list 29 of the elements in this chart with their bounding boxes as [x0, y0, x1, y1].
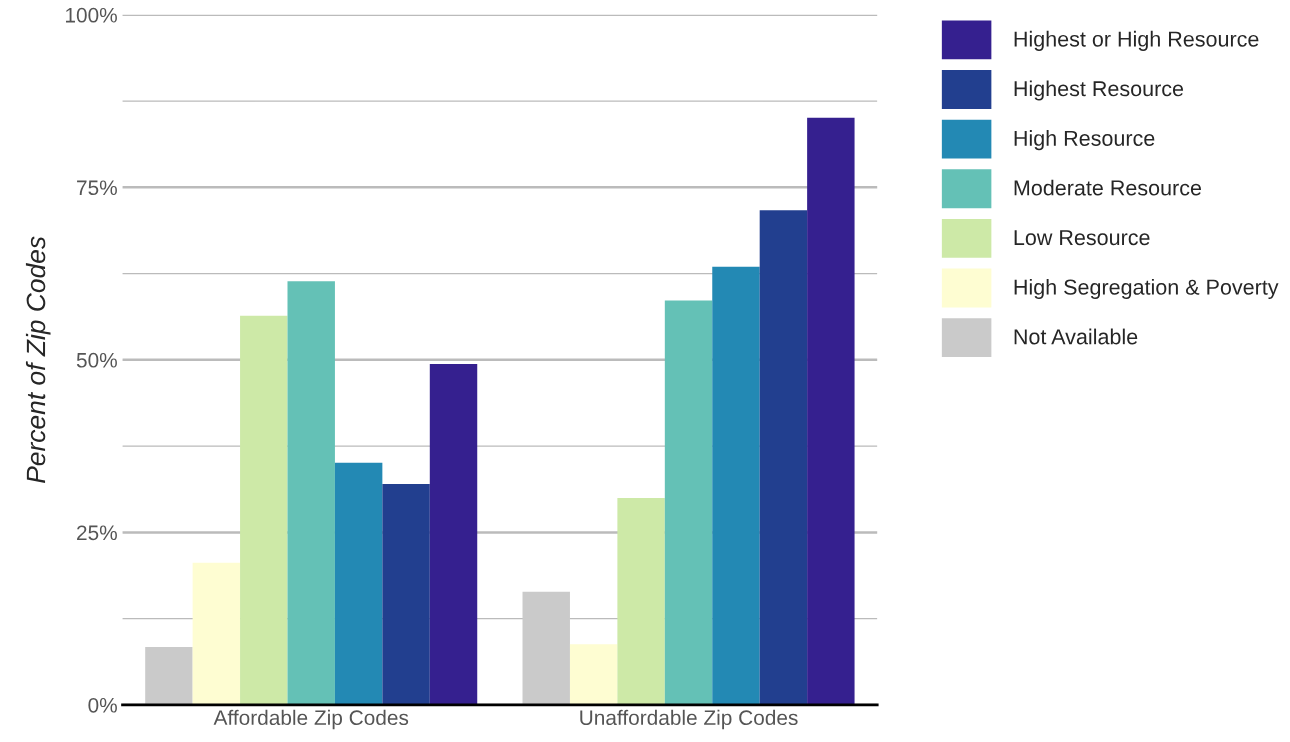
- bar: [569, 644, 618, 705]
- legend-label: Highest Resource: [1014, 80, 1184, 101]
- legend-label: Low Resource: [1014, 230, 1150, 246]
- bar: [287, 281, 335, 705]
- bar: [240, 315, 288, 705]
- bar: [712, 266, 760, 705]
- bar: [664, 300, 713, 705]
- bar: [522, 591, 570, 705]
- x-tick-label: Unaffordable Zip Codes: [580, 709, 798, 730]
- bar: [382, 484, 430, 705]
- y-tick-label: 25%: [77, 525, 117, 541]
- bar: [145, 646, 193, 705]
- y-tick-label: 75%: [77, 180, 117, 196]
- y-tick-label: 0%: [88, 697, 117, 713]
- legend-label: Not Available: [1014, 328, 1138, 345]
- legend-label: Moderate Resource: [1014, 179, 1201, 196]
- bar: [334, 462, 383, 705]
- x-tick-label: Affordable Zip Codes: [213, 709, 409, 730]
- y-axis-title: Percent of Zip Codes: [25, 236, 51, 483]
- bar: [617, 497, 665, 705]
- legend-label: High Resource: [1014, 130, 1155, 151]
- y-tick-label: 50%: [76, 352, 117, 368]
- bar: [807, 117, 855, 705]
- bar: [429, 364, 478, 705]
- y-tick-label: 100%: [66, 7, 117, 23]
- legend-label: Highest or High Resource: [1014, 30, 1259, 51]
- legend-label: High Segregation & Poverty: [1014, 278, 1279, 300]
- bar: [759, 210, 808, 705]
- bar: [192, 562, 241, 705]
